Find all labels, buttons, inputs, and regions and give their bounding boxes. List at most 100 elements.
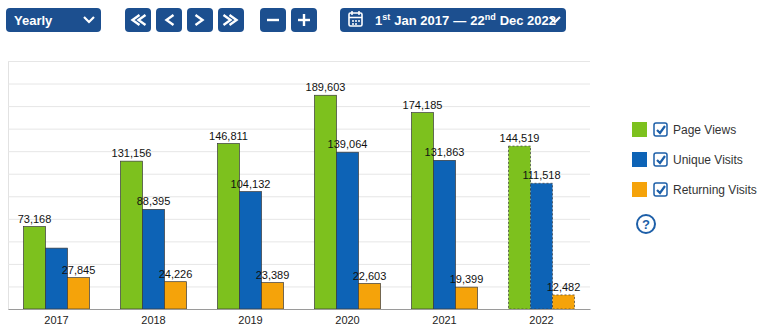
data-label: 23,389: [256, 269, 290, 281]
y-tick: [8, 286, 590, 287]
button-prev[interactable]: [156, 8, 182, 32]
grid-line: [8, 219, 590, 220]
data-label: 139,064: [328, 138, 368, 150]
button-next[interactable]: [187, 8, 213, 32]
date-part[interactable]: 22: [470, 13, 484, 28]
help-circle[interactable]: [637, 215, 655, 233]
button-last[interactable]: [218, 8, 244, 32]
legend-label[interactable]: Returning Visits: [673, 183, 757, 197]
legend-checkbox[interactable]: [654, 153, 667, 166]
data-label: 174,185: [403, 99, 443, 111]
legend-checkbox[interactable]: [654, 183, 667, 196]
legend-item[interactable]: Page Views: [632, 122, 736, 137]
legend-item[interactable]: Returning Visits: [632, 182, 757, 197]
button-icon: [303, 14, 305, 26]
legend-swatch: [632, 122, 647, 137]
checkbox-check: [657, 156, 665, 163]
y-tick: [8, 151, 590, 152]
bar: [165, 282, 187, 309]
y-axis: [8, 62, 590, 310]
y-axis-line: [8, 62, 9, 310]
button-box[interactable]: [291, 8, 317, 32]
date-part[interactable]: Dec 2022: [500, 13, 556, 28]
help-label[interactable]: ?: [642, 217, 650, 232]
period-select[interactable]: Yearly: [6, 8, 101, 32]
y-tick: [8, 61, 590, 62]
legend-swatch: [632, 152, 647, 167]
x-tick-label: 2021: [432, 314, 456, 326]
x-tick: 2019: [238, 309, 262, 326]
select-box[interactable]: [6, 8, 101, 32]
bars: [24, 95, 575, 309]
y-tick: [8, 196, 590, 197]
toolbar: Yearly 1st Jan 2017 — 22nd Dec 2022: [6, 8, 566, 32]
bar: [359, 284, 381, 309]
bar-series: [46, 152, 553, 309]
legend-label[interactable]: Page Views: [673, 123, 736, 137]
date-part[interactable]: —: [453, 13, 466, 28]
data-label: 189,603: [306, 81, 346, 93]
grid-line: [8, 309, 590, 310]
x-tick: 2018: [141, 309, 165, 326]
grid-line: [8, 106, 590, 107]
date-suffix[interactable]: st: [382, 12, 390, 22]
button-box[interactable]: [125, 8, 151, 32]
y-tick: [8, 129, 590, 130]
calendar-lines: [349, 11, 362, 24]
data-label: 144,519: [500, 132, 540, 144]
date-range[interactable]: 1st Jan 2017 — 22nd Dec 2022: [340, 8, 566, 32]
bar: [24, 227, 46, 309]
bar: [46, 248, 68, 309]
y-tick: [8, 219, 590, 220]
grid-line: [8, 196, 590, 197]
date-box[interactable]: [340, 8, 566, 32]
button-box[interactable]: [156, 8, 182, 32]
bar-series: [68, 278, 575, 309]
data-label: 22,603: [353, 270, 387, 282]
bar: [456, 287, 478, 309]
bar: [337, 152, 359, 309]
legend-item[interactable]: Unique Visits: [632, 152, 743, 167]
legend: Page Views Unique Visits Returning Visits: [632, 122, 757, 197]
button-first[interactable]: [125, 8, 151, 32]
bar: [218, 144, 240, 309]
date-text[interactable]: 1st Jan 2017 — 22nd Dec 2022: [375, 12, 556, 28]
select-label[interactable]: Yearly: [14, 13, 53, 28]
bar: [121, 161, 143, 309]
x-tick-label: 2017: [44, 314, 68, 326]
data-label: 12,482: [547, 281, 581, 293]
button-icon: [139, 15, 146, 25]
x-tick-label: 2018: [141, 314, 165, 326]
bar: [434, 160, 456, 309]
x-tick-label: 2019: [238, 314, 262, 326]
data-labels: 73,168131,156146,811189,603174,185144,51…: [18, 81, 581, 293]
date-part[interactable]: 1: [375, 13, 382, 28]
data-label: 104,132: [231, 178, 271, 190]
grid-line: [8, 151, 590, 152]
legend-label[interactable]: Unique Visits: [673, 153, 743, 167]
checkbox-box[interactable]: [654, 153, 667, 166]
checkbox-box[interactable]: [654, 183, 667, 196]
date-suffix[interactable]: nd: [485, 12, 496, 22]
button-zoom-out[interactable]: [260, 8, 286, 32]
button-box[interactable]: [218, 8, 244, 32]
bar: [412, 113, 434, 309]
bar: [68, 278, 90, 309]
button-box[interactable]: [187, 8, 213, 32]
date-part[interactable]: Jan 2017: [394, 13, 449, 28]
data-label: 19,399: [450, 273, 484, 285]
plot: 20172018201920202021202273,168131,156146…: [8, 62, 591, 326]
button-zoom-in[interactable]: [291, 8, 317, 32]
button-icon: [224, 15, 231, 25]
help-button[interactable]: ?: [637, 215, 655, 233]
x-tick-label: 2020: [335, 314, 359, 326]
y-tick: [8, 241, 590, 242]
x-tick: 2017: [44, 309, 68, 326]
x-tick: 2020: [335, 309, 359, 326]
checkbox-box[interactable]: [654, 123, 667, 136]
data-label: 111,518: [522, 169, 560, 181]
button-box[interactable]: [260, 8, 286, 32]
data-label: 146,811: [209, 130, 248, 142]
legend-checkbox[interactable]: [654, 123, 667, 136]
grid-line: [8, 174, 590, 175]
